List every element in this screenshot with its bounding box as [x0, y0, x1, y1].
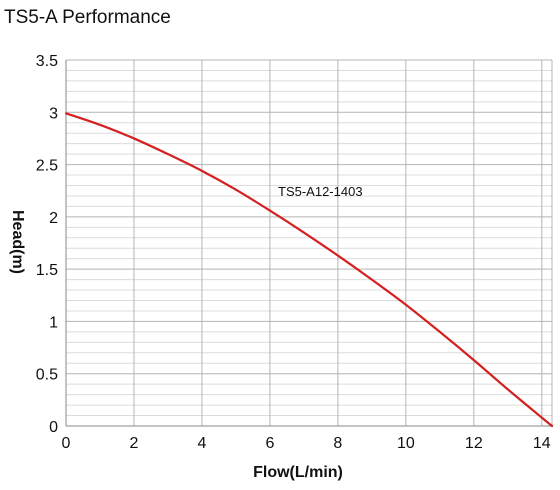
y-tick-label: 0	[49, 419, 58, 436]
x-tick-label: 12	[465, 435, 483, 452]
x-tick-label: 10	[397, 435, 415, 452]
y-tick-label: 3	[49, 105, 58, 122]
x-axis-label: Flow(L/min)	[253, 464, 343, 481]
tick-labels: 0 0.5 1 1.5 2 2.5 3 3.5 0 2 4 6 8 10 12 14	[36, 53, 551, 452]
x-tick-label: 4	[197, 435, 206, 452]
series-label: TS5-A12-1403	[278, 184, 363, 199]
x-tick-label: 0	[62, 435, 71, 452]
series-layer	[64, 112, 554, 428]
y-tick-label: 1	[49, 314, 58, 331]
x-tick-label: 2	[130, 435, 139, 452]
y-tick-label: 0.5	[36, 367, 58, 384]
series-line	[64, 112, 554, 428]
grid	[65, 59, 553, 427]
y-axis-label: Head(m)	[9, 210, 26, 274]
y-tick-label: 3.5	[36, 53, 58, 70]
y-tick-label: 1.5	[36, 262, 58, 279]
y-tick-label: 2.5	[36, 158, 58, 175]
chart-title: TS5-A Performance	[4, 7, 171, 28]
x-tick-label: 14	[533, 435, 551, 452]
y-tick-label: 2	[49, 210, 58, 227]
x-tick-label: 8	[333, 435, 342, 452]
x-tick-label: 6	[265, 435, 274, 452]
